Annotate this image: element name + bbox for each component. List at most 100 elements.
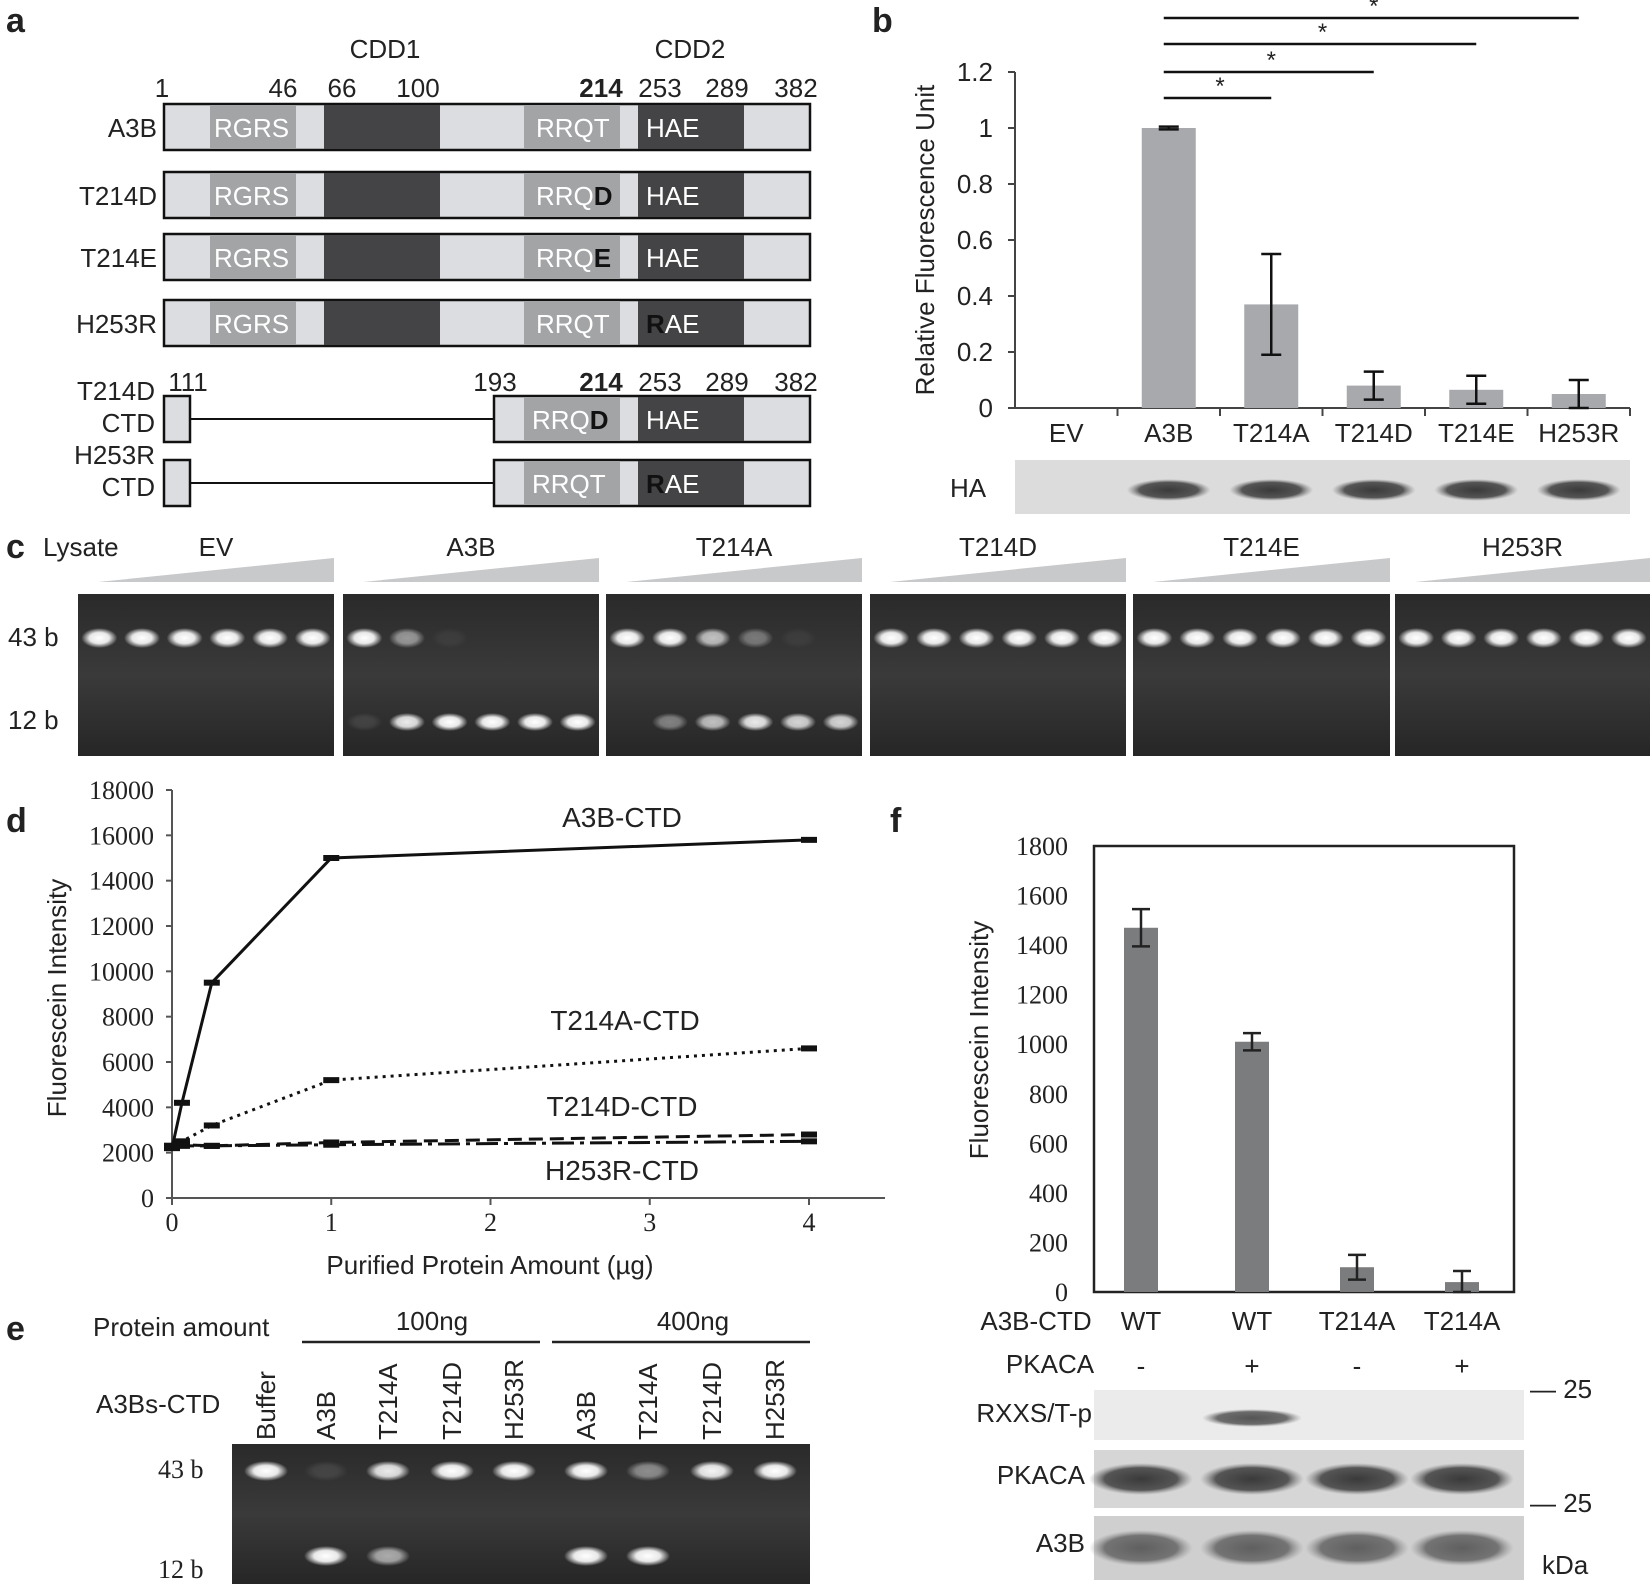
band-43b bbox=[1179, 628, 1216, 648]
residue-position-214: 214 bbox=[579, 73, 623, 103]
band-43b-label-e: 43 b bbox=[158, 1455, 204, 1484]
band-12b bbox=[822, 713, 859, 731]
band-43b bbox=[1398, 628, 1435, 648]
band-43b bbox=[1264, 628, 1301, 648]
category-label-h253r: H253R bbox=[1538, 418, 1619, 448]
panel-d-ytick-label: 10000 bbox=[89, 957, 154, 986]
lysate-gradient-wedge bbox=[363, 558, 599, 582]
group-400ng-label: 400ng bbox=[657, 1306, 729, 1336]
rgrs-region bbox=[210, 173, 296, 217]
panel-f-ytick-label: 200 bbox=[1029, 1228, 1068, 1257]
panel-b-ytick-label: 0.2 bbox=[957, 337, 993, 367]
band-43b bbox=[1222, 628, 1259, 648]
motif-text: RRQ bbox=[536, 243, 594, 273]
panel-f-ytick-label: 1200 bbox=[1016, 981, 1068, 1010]
band-43b bbox=[1307, 628, 1344, 648]
a3b-band bbox=[1305, 1530, 1409, 1566]
panel-label-b: b bbox=[872, 2, 893, 40]
rgrs-motif-label: RGRS bbox=[214, 243, 289, 273]
rrqt-motif-label: RRQT bbox=[536, 309, 610, 339]
construct-t214d: T214D RGRS RRQD HAE bbox=[79, 170, 812, 220]
panel-f-ytick-label: 400 bbox=[1029, 1179, 1068, 1208]
panel-c-gels: Lysate 43 b 12 b EV A3B T214A T214D T214E H25… bbox=[8, 532, 1650, 756]
category-label-t214d: T214D bbox=[1335, 418, 1413, 448]
band-43b bbox=[694, 628, 731, 648]
series-label: H253R-CTD bbox=[545, 1155, 699, 1186]
panel-b-ytick-label: 0 bbox=[979, 393, 993, 423]
panel-f-ylabel: Fluorescein Intensity bbox=[964, 921, 994, 1159]
pkaca-row-label: PKACA bbox=[1006, 1349, 1095, 1379]
gel-panel-ev: EV bbox=[78, 532, 334, 756]
hae-motif-label: RAE bbox=[646, 469, 699, 499]
rgrs-region bbox=[210, 301, 296, 345]
category-label-t214a: T214A bbox=[1233, 418, 1310, 448]
protein-amount-label: Protein amount bbox=[93, 1312, 270, 1342]
gel-group-label: H253R bbox=[1482, 532, 1563, 562]
panel-b-bar-chart: Relative Fluorescence Unit 0 0.2 0.4 0.6 0.8… bbox=[910, 0, 1631, 514]
data-point bbox=[323, 1141, 340, 1148]
band-43b bbox=[1136, 628, 1173, 648]
pkaca-sign: + bbox=[1454, 1351, 1469, 1381]
band-43b-label-c: 43 b bbox=[8, 622, 59, 652]
construct-label: T214E bbox=[80, 243, 157, 273]
panel-f-ytick-label: 800 bbox=[1029, 1080, 1068, 1109]
lysate-gradient-wedge bbox=[1415, 558, 1650, 582]
band-12b bbox=[564, 1546, 608, 1566]
band-43b bbox=[81, 628, 118, 648]
panel-f-ytick-label: 1800 bbox=[1016, 832, 1068, 861]
rrqt-region bbox=[524, 301, 620, 345]
construct-a3b: A3B RGRS RRQT HAE bbox=[108, 102, 812, 152]
rxxs-blot-strip bbox=[1094, 1390, 1524, 1440]
rgrs-region bbox=[210, 235, 296, 279]
band-43b bbox=[737, 628, 774, 648]
significance-star: * bbox=[1318, 19, 1327, 46]
band-43b bbox=[346, 628, 383, 648]
band-43b bbox=[958, 628, 995, 648]
a3b-band bbox=[1200, 1530, 1304, 1566]
kda-unit-label: kDa bbox=[1542, 1550, 1589, 1580]
ctd-start-block bbox=[162, 394, 192, 444]
gel-group-label: T214D bbox=[959, 532, 1037, 562]
panel-d-ytick-label: 6000 bbox=[102, 1048, 154, 1077]
motif-text: RRQT bbox=[532, 469, 606, 499]
panel-b-ytick-label: 0.8 bbox=[957, 169, 993, 199]
error-bar-t214e bbox=[1466, 374, 1487, 406]
lane-label-buffer: Buffer bbox=[251, 1371, 281, 1440]
lane-label-t214a: T214A bbox=[373, 1363, 403, 1440]
rrqt-motif-label: RRQD bbox=[532, 405, 609, 435]
panel-d-xtick-label: 2 bbox=[484, 1208, 497, 1237]
motif-text: AE bbox=[665, 309, 700, 339]
panel-f-ytick-label: 1400 bbox=[1016, 931, 1068, 960]
cdd1-region bbox=[324, 301, 440, 345]
rrqt-motif-label: RRQE bbox=[536, 243, 611, 273]
panel-b-ytick-label: 0.4 bbox=[957, 281, 993, 311]
series-h253r-ctd: H253R-CTD bbox=[164, 1138, 817, 1186]
band-43b bbox=[1483, 628, 1520, 648]
band-12b bbox=[304, 1546, 348, 1566]
band-12b-label-e: 12 b bbox=[158, 1555, 204, 1584]
a3b-band bbox=[1410, 1530, 1514, 1566]
panel-label-c: c bbox=[6, 528, 25, 566]
residue-position-289: 289 bbox=[705, 73, 748, 103]
lane-label-a3b: A3B bbox=[571, 1391, 601, 1440]
data-point bbox=[801, 836, 817, 843]
cdd2-region bbox=[638, 301, 744, 345]
mutant-residue: R bbox=[646, 309, 665, 339]
construct-label: T214D bbox=[79, 181, 157, 211]
lysate-gradient-wedge bbox=[98, 558, 334, 582]
motif-text: HAE bbox=[646, 243, 699, 273]
lysate-label: Lysate bbox=[43, 532, 119, 562]
panel-e-gel: Protein amount 100ng 400ng A3Bs-CTD Buff… bbox=[93, 1306, 810, 1584]
pkaca-sign: - bbox=[1353, 1351, 1362, 1381]
band-43b bbox=[652, 628, 688, 648]
band-43b bbox=[916, 628, 952, 648]
panel-f-ytick-label: 1000 bbox=[1016, 1030, 1068, 1059]
panel-d-xtick-label: 0 bbox=[166, 1208, 179, 1237]
series-t214d-ctd: T214D-CTD bbox=[164, 1091, 817, 1149]
panel-f-ytick-label: 600 bbox=[1029, 1129, 1068, 1158]
rgrs-region bbox=[210, 105, 296, 149]
data-point bbox=[323, 855, 340, 861]
pkaca-sign: - bbox=[1137, 1351, 1146, 1381]
band-43b bbox=[492, 1461, 536, 1481]
